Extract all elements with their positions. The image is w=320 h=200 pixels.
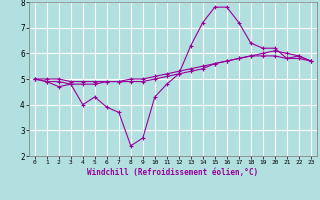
X-axis label: Windchill (Refroidissement éolien,°C): Windchill (Refroidissement éolien,°C) [87, 168, 258, 177]
